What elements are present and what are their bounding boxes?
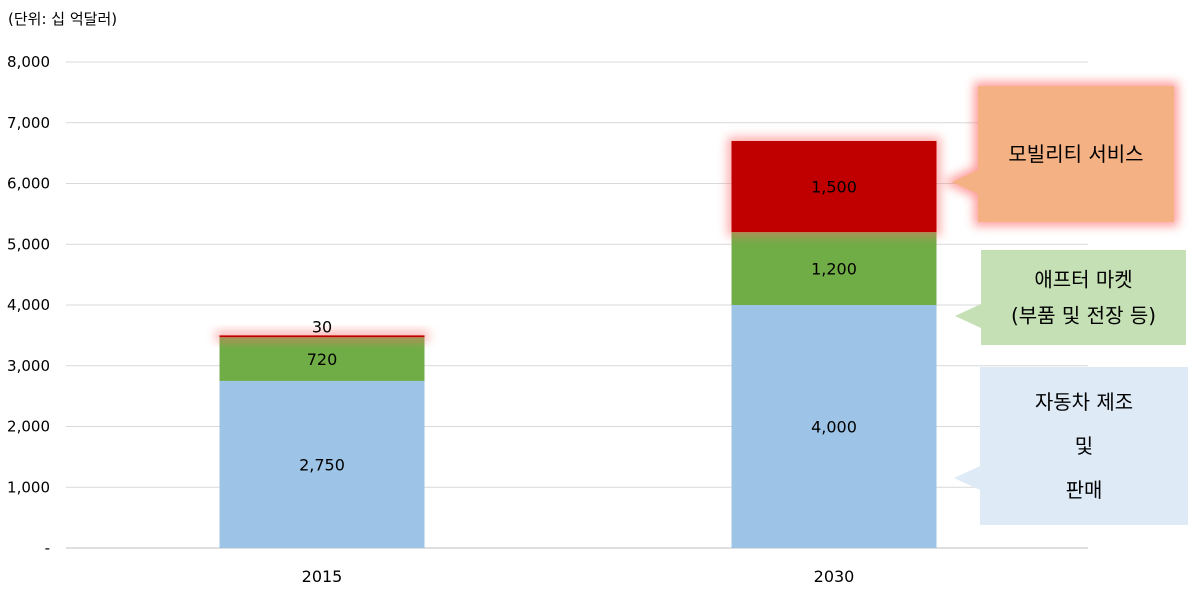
callout-box [954,367,1188,525]
y-tick-label: - [45,539,50,557]
data-label: 1,200 [811,260,857,279]
callout-label: 모빌리티 서비스 [1008,142,1143,166]
data-label: 4,000 [811,418,857,437]
y-tick-label: 4,000 [7,296,50,314]
x-tick-label: 2030 [814,567,855,586]
y-tick-label: 5,000 [7,235,50,253]
data-label: 1,500 [811,178,857,197]
bar-segment [731,305,937,548]
y-tick-label: 6,000 [7,175,50,193]
data-label: 720 [307,350,338,369]
bar-segment [219,380,425,548]
bar-segment [219,337,425,381]
data-label: 2,750 [299,455,345,474]
callout-box [955,250,1186,345]
y-axis: - 1,000 2,000 3,000 4,000 5,000 6,000 7,000 8,00… [7,53,50,557]
y-tick-label: 8,000 [7,53,50,71]
y-tick-label: 3,000 [7,357,50,375]
y-tick-label: 7,000 [7,114,50,132]
bar-segment [219,335,425,338]
y-tick-label: 1,000 [7,478,50,496]
callout-box [952,86,1174,222]
x-tick-label: 2015 [302,567,343,586]
callout-label: (부품 및 전장 등) [1011,304,1156,328]
callout-label: 판매 [1066,478,1103,502]
unit-label: (단위: 십 억달러) [8,10,117,28]
y-tick-label: 2,000 [7,418,50,436]
bars: 2,750 720 30 4,000 1,200 1,500 [215,136,941,548]
callout-label: 애프터 마켓 [1034,268,1132,292]
bar-segment [731,140,937,233]
x-axis: 2015 2030 [302,567,855,586]
callout-label: 및 [1075,434,1093,458]
data-label: 30 [312,317,332,336]
bar-segment [731,232,937,305]
callout-label: 자동차 제조 [1035,390,1133,414]
